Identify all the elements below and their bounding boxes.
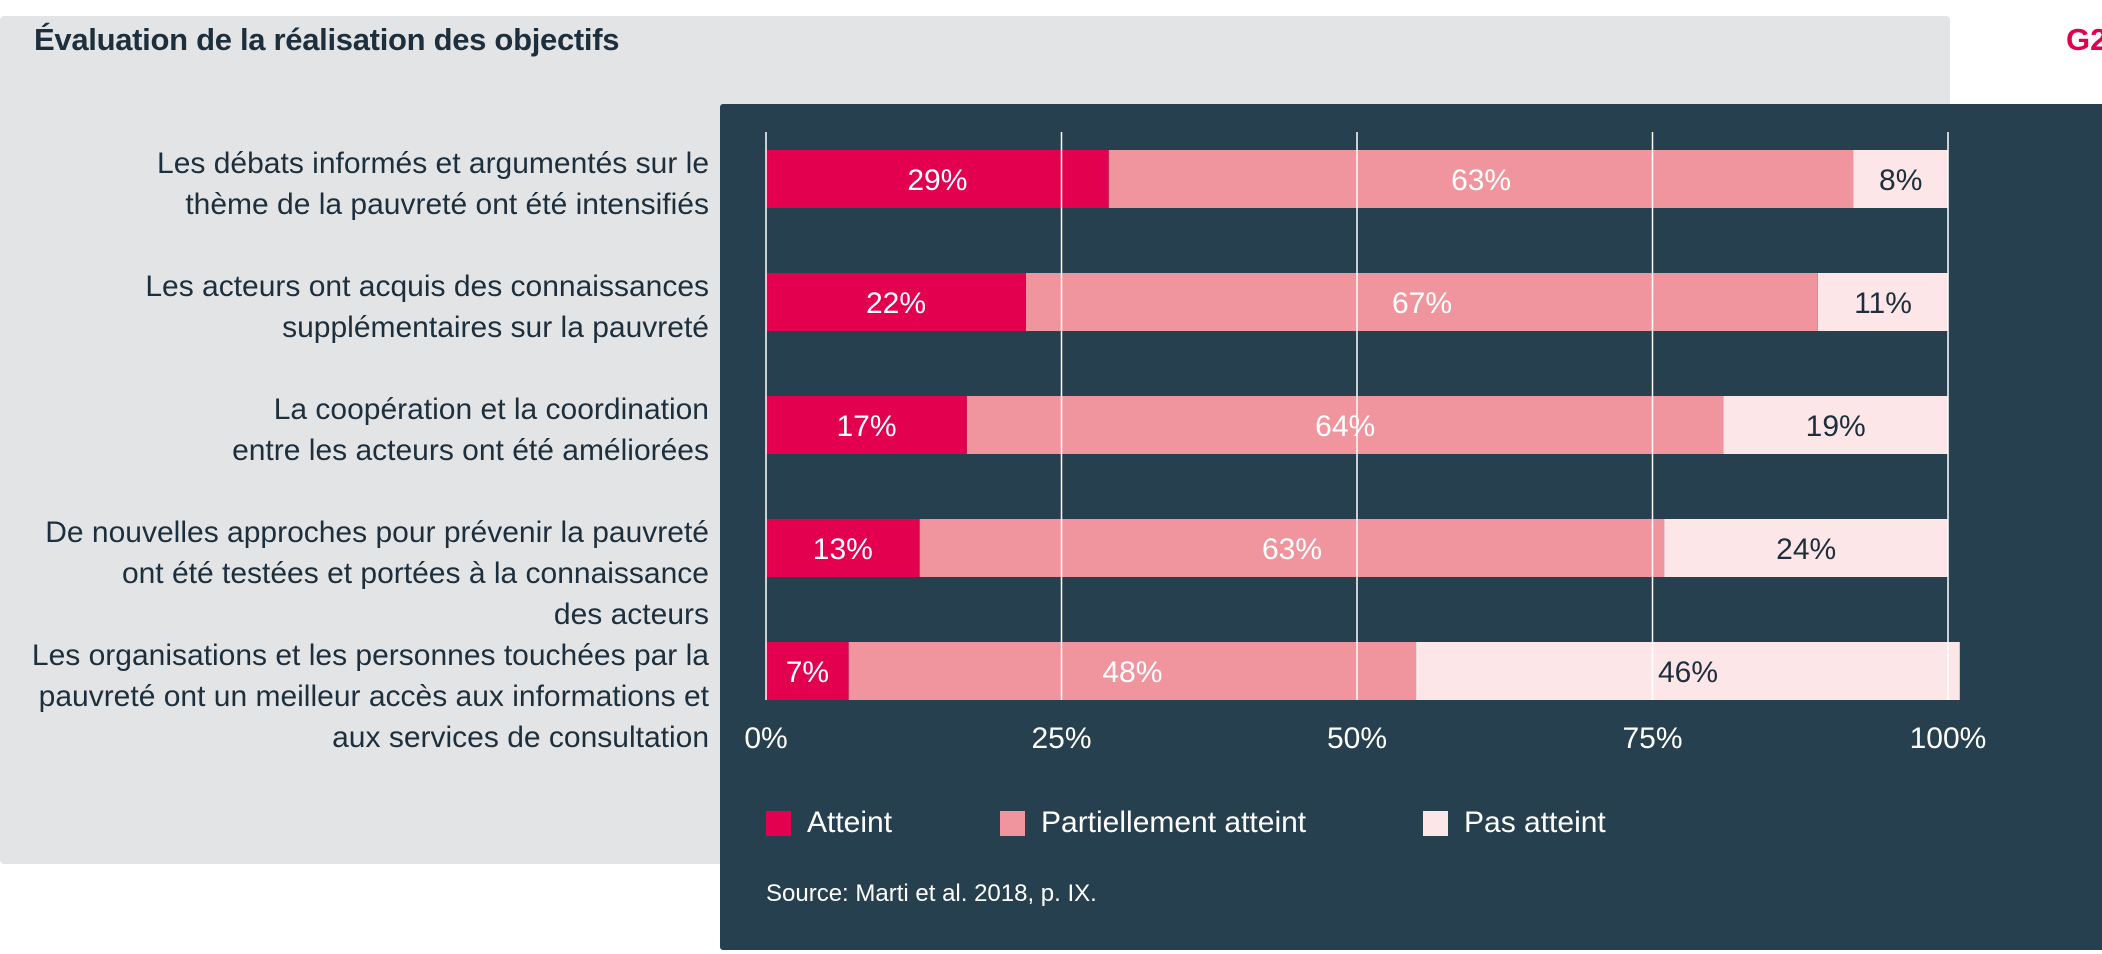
x-tick-label: 50%	[1327, 722, 1387, 755]
source-note: Source: Marti et al. 2018, p. IX.	[766, 880, 1097, 907]
category-label: Les acteurs ont acquis des connaissances…	[145, 270, 709, 344]
chart-title: Évaluation de la réalisation des objecti…	[34, 22, 620, 57]
bar-segment-partiellement-atteint	[1026, 273, 1818, 331]
data-label-pas-atteint: 8%	[1879, 164, 1922, 197]
data-label-partiellement-atteint: 63%	[1262, 533, 1322, 566]
bar-segment-partiellement-atteint	[919, 519, 1665, 577]
bar-segment-partiellement-atteint	[848, 642, 1417, 700]
data-label-atteint: 22%	[866, 287, 926, 320]
category-label: De nouvelles approches pour prévenir la …	[45, 516, 709, 631]
bar-segment-partiellement-atteint	[1108, 150, 1854, 208]
x-tick-label: 100%	[1910, 722, 1987, 755]
legend-item-partiellement-atteint: Partiellement atteint	[1000, 805, 1306, 841]
bar-segment-pas-atteint	[1818, 273, 1948, 331]
legend-label-partiellement-atteint: Partiellement atteint	[1041, 806, 1307, 839]
data-label-atteint: 7%	[786, 656, 829, 689]
data-label-pas-atteint: 11%	[1854, 287, 1912, 320]
data-label-partiellement-atteint: 64%	[1315, 410, 1375, 443]
bar-segment-atteint	[766, 396, 967, 454]
bar-segment-atteint	[766, 519, 920, 577]
data-label-atteint: 13%	[813, 533, 873, 566]
data-label-pas-atteint: 46%	[1658, 656, 1718, 689]
legend-item-atteint: Atteint	[766, 805, 892, 841]
legend-label-atteint: Atteint	[807, 806, 893, 839]
bar-segment-pas-atteint	[1416, 642, 1960, 700]
x-tick-label: 0%	[744, 722, 787, 755]
bar-segment-pas-atteint	[1723, 396, 1948, 454]
legend-swatch-partiellement-atteint	[1000, 810, 1025, 836]
bar-segment-pas-atteint	[1853, 150, 1948, 208]
legend-item-pas-atteint: Pas atteint	[1423, 805, 1606, 841]
legend-swatch-pas-atteint	[1423, 810, 1448, 836]
legend-swatch-atteint	[766, 810, 791, 836]
data-label-atteint: 29%	[907, 164, 967, 197]
category-label: Les débats informés et argumentés sur le…	[157, 147, 709, 221]
category-label: Les organisations et les personnes touch…	[31, 639, 709, 754]
bar-segment-atteint	[766, 273, 1026, 331]
category-label: La coopération et la coordination entre …	[232, 393, 709, 467]
bar-segment-pas-atteint	[1664, 519, 1948, 577]
data-label-atteint: 17%	[836, 410, 896, 443]
bar-segment-atteint	[766, 642, 849, 700]
bar-segment-partiellement-atteint	[966, 396, 1724, 454]
data-label-partiellement-atteint: 67%	[1392, 287, 1452, 320]
data-label-partiellement-atteint: 48%	[1102, 656, 1162, 689]
bar-segment-atteint	[766, 150, 1109, 208]
figure-id: G2	[2066, 22, 2102, 57]
legend-label-pas-atteint: Pas atteint	[1464, 806, 1606, 839]
data-label-partiellement-atteint: 63%	[1451, 164, 1511, 197]
data-label-pas-atteint: 24%	[1776, 533, 1836, 566]
data-label-pas-atteint: 19%	[1806, 410, 1866, 443]
x-tick-label: 25%	[1031, 722, 1091, 755]
x-tick-label: 75%	[1622, 722, 1682, 755]
